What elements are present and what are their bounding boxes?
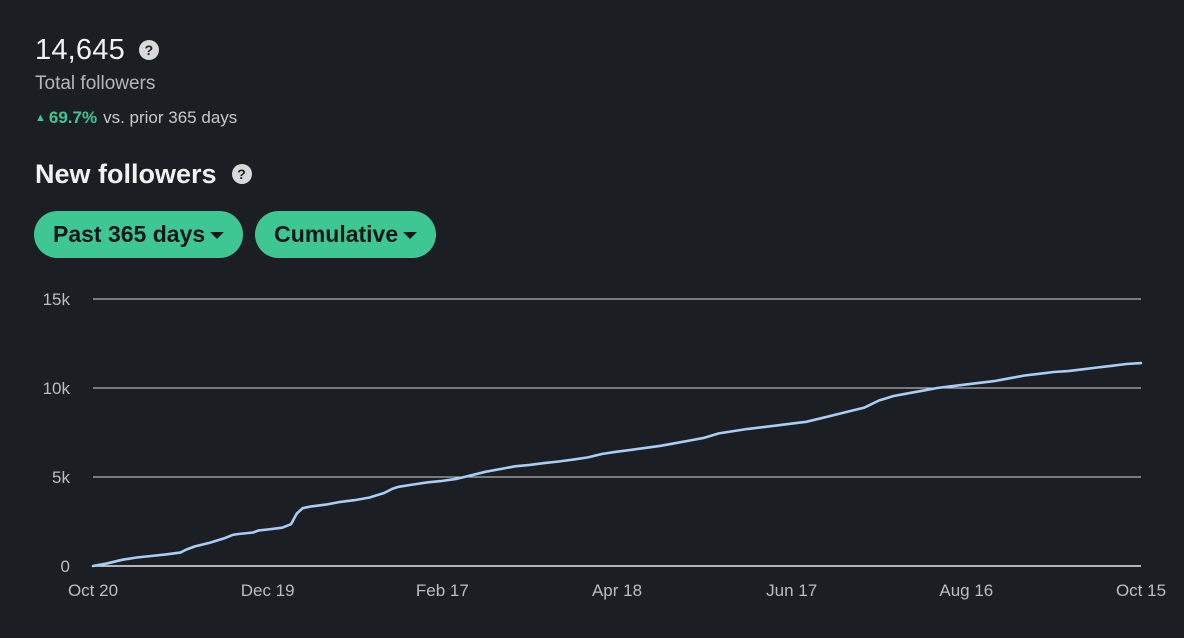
caret-down-icon [403,232,418,239]
total-followers-label: Total followers [35,73,156,94]
y-tick-label: 10k [43,379,71,398]
x-tick-label: Dec 19 [241,581,295,600]
display-mode-dropdown[interactable]: Cumulative [255,211,437,258]
y-tick-label: 0 [61,557,70,576]
filter-bar: Past 365 days Cumulative [34,211,448,258]
y-tick-label: 5k [52,468,70,487]
x-tick-label: Oct 20 [68,581,118,600]
help-icon[interactable]: ? [138,40,159,60]
total-followers-row: 14,645 ? [35,30,237,70]
x-tick-label: Jun 17 [766,581,817,600]
help-icon[interactable]: ? [231,164,252,184]
x-tick-label: Oct 15 [1116,581,1166,600]
section-header: New followers ? [35,155,252,193]
display-mode-label: Cumulative [274,221,399,247]
section-title: New followers [35,158,217,189]
change-percent: 69.7% [48,108,98,127]
x-tick-label: Aug 16 [939,581,993,600]
arrow-up-icon: ▲ [35,112,46,124]
followers-summary: 14,645 ? Total followers ▲ 69.7% vs. pri… [35,30,237,128]
date-range-label: Past 365 days [53,221,206,247]
date-range-dropdown[interactable]: Past 365 days [34,211,244,258]
x-tick-label: Feb 17 [416,581,469,600]
x-tick-label: Apr 18 [592,581,642,600]
series-line [91,361,1143,568]
total-followers-value: 14,645 [35,33,125,66]
change-comparison-text: vs. prior 365 days [103,108,238,127]
caret-down-icon [210,232,225,239]
change-row: ▲ 69.7% vs. prior 365 days [35,108,237,128]
followers-line-chart: 0 5k 10k 15k Oct 20 Dec 19 Feb 17 Apr 18 Jun 17 A… [43,290,1166,600]
y-tick-label: 15k [43,290,71,309]
